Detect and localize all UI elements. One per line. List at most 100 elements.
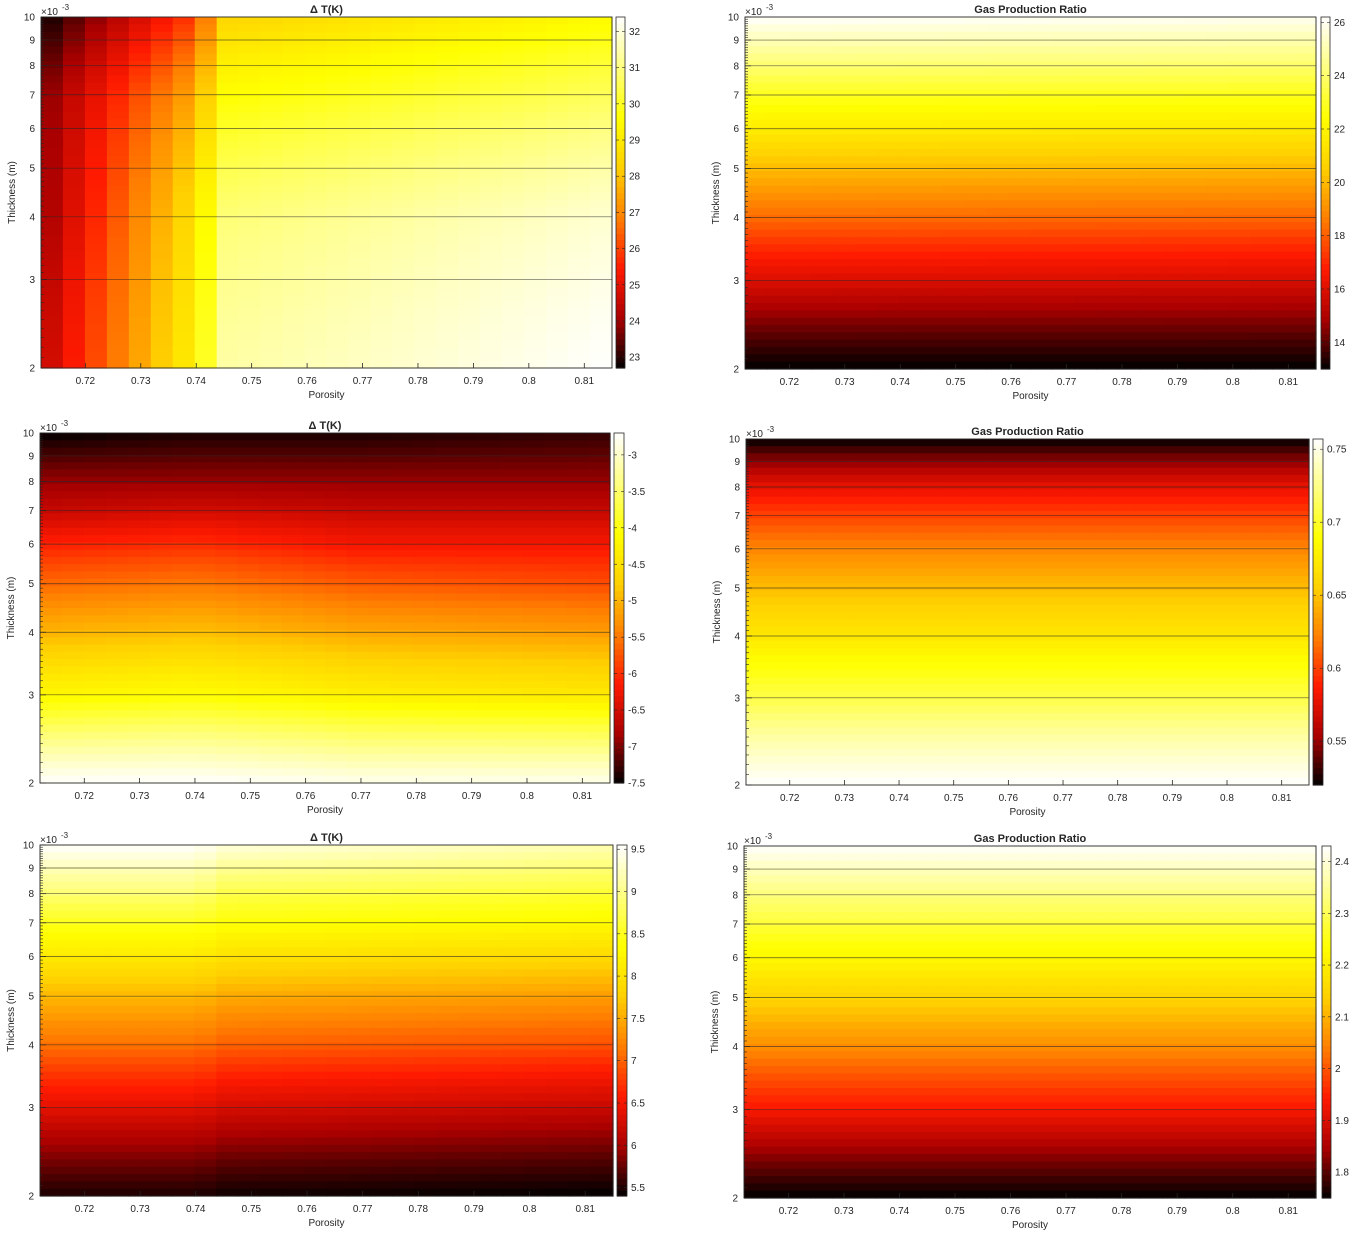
- heatmap-cell: [1096, 208, 1119, 216]
- heatmap-cell: [480, 127, 503, 135]
- colorbar-segment: [1321, 64, 1330, 70]
- heatmap-cell: [987, 171, 1010, 179]
- heatmap-cell: [283, 222, 306, 230]
- heatmap-cell: [768, 468, 790, 476]
- heatmap-cell: [1118, 142, 1141, 150]
- heatmap-cell: [414, 32, 437, 40]
- heatmap-cell: [369, 776, 392, 784]
- heatmap-cell: [62, 644, 85, 652]
- heatmap-cell: [811, 46, 834, 54]
- heatmap-cell: [1074, 156, 1097, 164]
- heatmap-cell: [987, 24, 1010, 32]
- heatmap-cell: [480, 251, 503, 259]
- heatmap-cell: [370, 288, 393, 296]
- heatmap-cell: [789, 215, 812, 223]
- heatmap-cell: [259, 703, 282, 711]
- heatmap-cell: [987, 164, 1010, 172]
- heatmap-cell: [921, 68, 944, 76]
- colorbar-tick-label: -3.5: [628, 487, 646, 498]
- heatmap-cell: [566, 579, 589, 587]
- heatmap-cell: [41, 236, 64, 244]
- heatmap-cell: [84, 448, 107, 456]
- heatmap-cell: [963, 540, 985, 548]
- heatmap-cell: [369, 601, 392, 609]
- heatmap-cell: [325, 776, 348, 784]
- heatmap-cell: [106, 608, 129, 616]
- heatmap-cell: [305, 68, 328, 76]
- heatmap-cell: [502, 149, 525, 157]
- heatmap-cell: [768, 540, 790, 548]
- heatmap-cell: [1009, 310, 1032, 318]
- heatmap-cell: [480, 353, 503, 361]
- heatmap-cell: [413, 703, 436, 711]
- heatmap-cell: [965, 362, 988, 370]
- heatmap-cell: [348, 324, 371, 332]
- heatmap-cell: [435, 448, 458, 456]
- heatmap-cell: [325, 557, 348, 565]
- heatmap-cell: [767, 347, 790, 355]
- x-tick-label: 0.77: [351, 791, 371, 802]
- heatmap-cell: [1009, 318, 1032, 326]
- heatmap-cell: [876, 583, 898, 591]
- heatmap-cell: [107, 32, 130, 40]
- heatmap-cell: [965, 281, 988, 289]
- heatmap-cell: [458, 24, 481, 32]
- heatmap-cell: [129, 229, 152, 237]
- heatmap-cell: [217, 163, 240, 171]
- heatmap-cell: [811, 237, 834, 245]
- heatmap-cell: [746, 511, 768, 519]
- heatmap-cell: [987, 76, 1010, 84]
- heatmap-cell: [193, 521, 216, 529]
- heatmap-cell: [546, 251, 569, 259]
- heatmap-cell: [173, 346, 196, 354]
- heatmap-cell: [1006, 583, 1028, 591]
- heatmap-cell: [63, 280, 86, 288]
- heatmap-cell: [215, 448, 238, 456]
- heatmap-cell: [348, 112, 371, 120]
- heatmap-cell: [746, 605, 768, 613]
- heatmap-cell: [919, 446, 941, 454]
- heatmap-cell: [391, 579, 414, 587]
- heatmap-cell: [84, 528, 107, 536]
- heatmap-cell: [544, 521, 567, 529]
- heatmap-cell: [478, 477, 501, 485]
- heatmap-cell: [1222, 475, 1244, 483]
- heatmap-cell: [107, 46, 130, 54]
- heatmap-cell: [215, 542, 238, 550]
- heatmap-cell: [327, 61, 350, 69]
- heatmap-cell: [480, 361, 503, 369]
- heatmap-cell: [987, 54, 1010, 62]
- heatmap-cell: [522, 491, 545, 499]
- heatmap-cell: [392, 76, 415, 84]
- heatmap-cell: [1266, 554, 1288, 562]
- heatmap-cell: [1074, 164, 1097, 172]
- heatmap-cell: [172, 637, 195, 645]
- heatmap-cell: [811, 61, 834, 69]
- colorbar-segment: [616, 204, 625, 210]
- heatmap-cell: [369, 674, 392, 682]
- heatmap-cell: [919, 540, 941, 548]
- colorbar-segment: [1321, 70, 1330, 76]
- heatmap-cell: [1201, 598, 1223, 606]
- heatmap-cell: [1244, 590, 1266, 598]
- heatmap-cell: [1140, 134, 1163, 142]
- heatmap-cell: [128, 550, 151, 558]
- heatmap-cell: [129, 295, 152, 303]
- heatmap-cell: [855, 310, 878, 318]
- heatmap-cell: [1272, 244, 1295, 252]
- heatmap-cell: [369, 506, 392, 514]
- heatmap-cell: [877, 61, 900, 69]
- x-tick-label: 0.74: [890, 377, 910, 388]
- heatmap-cell: [502, 112, 525, 120]
- heatmap-cell: [325, 586, 348, 594]
- heatmap-cell: [325, 652, 348, 660]
- heatmap-cell: [745, 303, 768, 311]
- heatmap-cell: [1201, 576, 1223, 584]
- heatmap-cell: [435, 754, 458, 762]
- heatmap-cell: [524, 171, 547, 179]
- heatmap-cell: [62, 732, 85, 740]
- heatmap-cell: [106, 535, 129, 543]
- heatmap-cell: [106, 768, 129, 776]
- heatmap-cell: [281, 484, 304, 492]
- heatmap-cell: [327, 266, 350, 274]
